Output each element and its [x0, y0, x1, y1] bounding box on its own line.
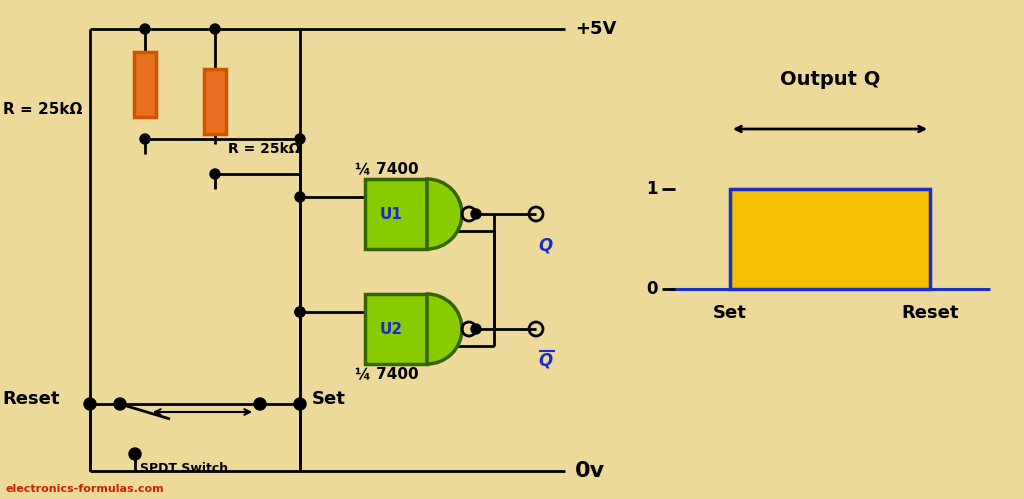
Text: 1: 1: [646, 180, 658, 198]
Circle shape: [294, 398, 306, 410]
Text: Set: Set: [713, 304, 746, 322]
Text: Q: Q: [538, 236, 552, 254]
Text: +5V: +5V: [575, 20, 616, 38]
Text: Reset: Reset: [901, 304, 958, 322]
Bar: [134, 51, 156, 116]
Circle shape: [129, 448, 141, 460]
Text: SPDT Switch: SPDT Switch: [140, 462, 228, 475]
Circle shape: [140, 134, 150, 144]
Circle shape: [210, 169, 220, 179]
Wedge shape: [427, 294, 462, 364]
Circle shape: [295, 307, 305, 317]
Bar: [365, 179, 427, 249]
Text: Q: Q: [538, 351, 552, 369]
Text: Set: Set: [312, 390, 346, 408]
Circle shape: [84, 398, 96, 410]
Text: electronics-formulas.com: electronics-formulas.com: [5, 484, 164, 494]
Text: Reset: Reset: [2, 390, 59, 408]
Text: U2: U2: [380, 321, 402, 336]
Text: U1: U1: [380, 207, 402, 222]
Bar: [204, 69, 226, 134]
Circle shape: [114, 398, 126, 410]
Text: ¼ 7400: ¼ 7400: [355, 162, 419, 177]
Circle shape: [254, 398, 266, 410]
Circle shape: [210, 24, 220, 34]
Text: ¼ 7400: ¼ 7400: [355, 366, 419, 382]
Circle shape: [295, 307, 305, 317]
Text: R = 25kΩ: R = 25kΩ: [228, 142, 300, 156]
Circle shape: [471, 324, 481, 334]
Circle shape: [140, 24, 150, 34]
Text: 0v: 0v: [575, 461, 605, 481]
Circle shape: [295, 134, 305, 144]
Bar: [730, 189, 930, 289]
Circle shape: [471, 209, 481, 219]
Text: 0: 0: [646, 280, 658, 298]
Text: R = 25kΩ: R = 25kΩ: [3, 101, 82, 116]
Wedge shape: [427, 179, 462, 249]
Text: Output Q: Output Q: [780, 69, 881, 88]
Bar: [365, 294, 427, 364]
Circle shape: [295, 192, 305, 202]
